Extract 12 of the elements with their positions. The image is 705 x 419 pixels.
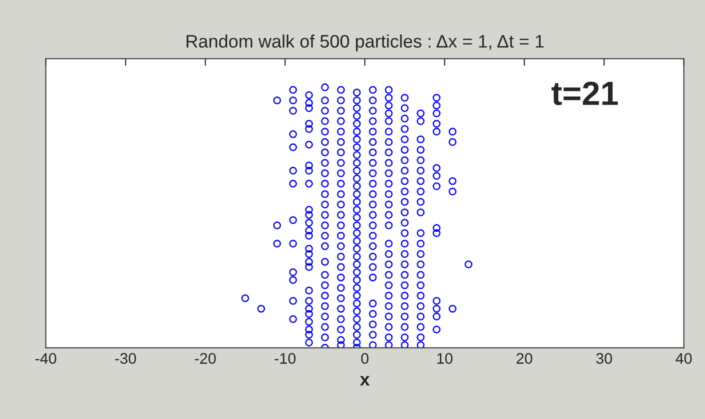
- x-tick-label: -20: [194, 353, 216, 364]
- x-tick-label: 40: [676, 353, 692, 364]
- x-tick-label: 30: [596, 353, 612, 364]
- x-tick-label: 10: [437, 353, 452, 364]
- x-tick-label: -40: [35, 353, 56, 364]
- annotation: t=21: [552, 82, 618, 106]
- x-tick-label: -10: [274, 353, 296, 364]
- x-tick-label: 0: [361, 353, 368, 364]
- chart-title: Random walk of 500 particles : Δx = 1, Δt = 1: [186, 34, 544, 52]
- x-tick-label: -30: [115, 353, 136, 364]
- x-tick-label: 20: [516, 353, 532, 364]
- x-axis-title: x: [360, 376, 370, 386]
